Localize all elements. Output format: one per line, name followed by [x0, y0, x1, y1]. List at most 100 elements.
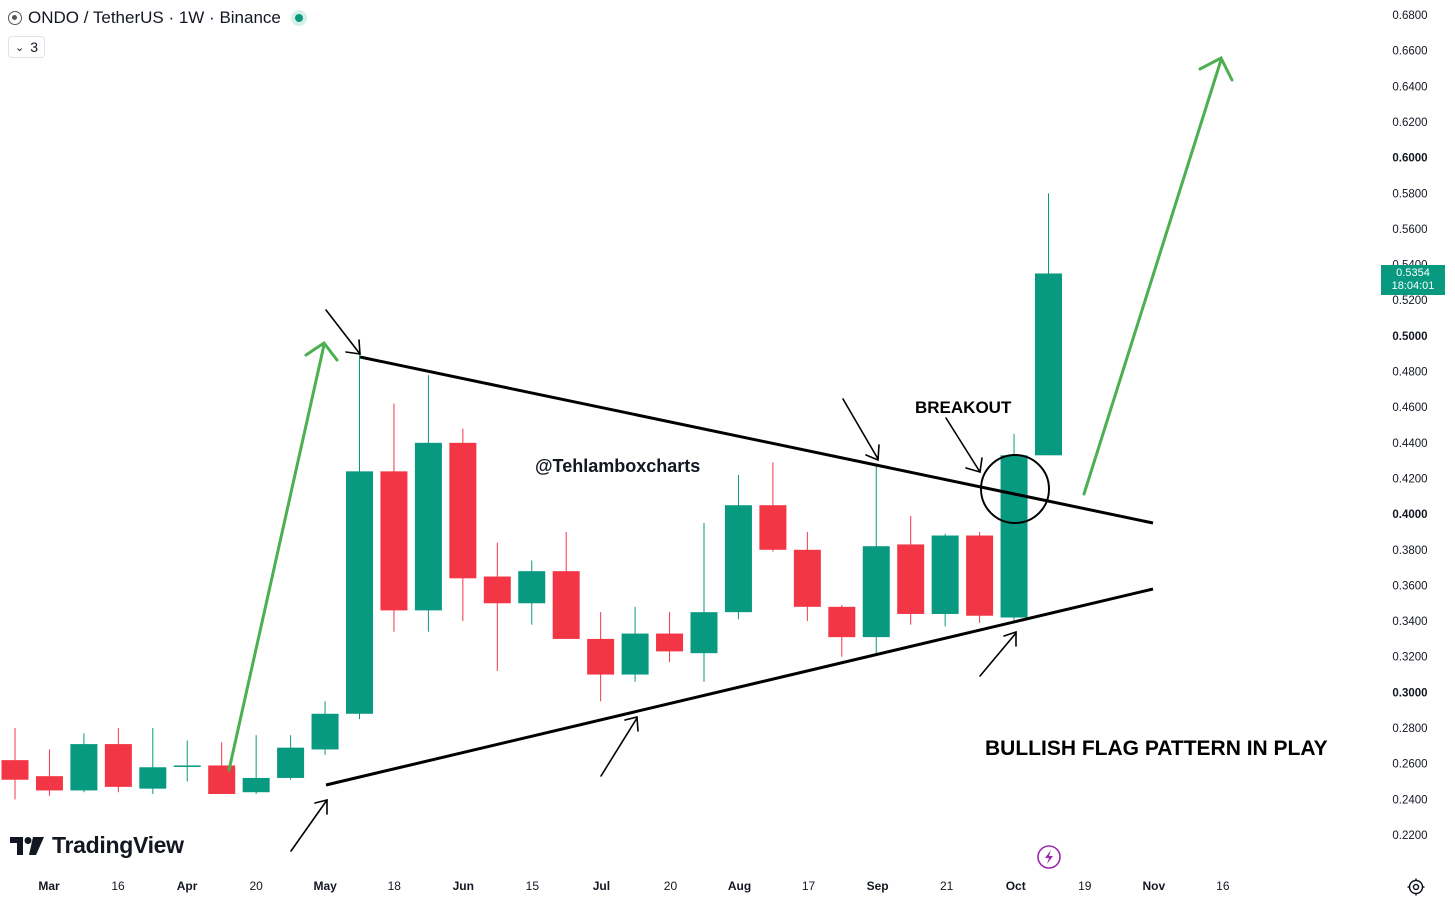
tradingview-logo[interactable]: TradingView [10, 832, 184, 859]
time-axis-label: 16 [1216, 879, 1230, 893]
time-axis-label: May [314, 879, 338, 893]
price-axis-label: 0.4200 [1392, 473, 1427, 485]
candle [862, 466, 890, 654]
price-axis-label: 0.3800 [1392, 545, 1427, 557]
time-axis-label: Jun [453, 879, 474, 893]
price-axis[interactable]: 0.6800 0.6600 0.6400 0.6200 0.6000 0.5800 0.56… [1392, 10, 1427, 842]
symbol-icon [8, 11, 22, 25]
watermark-text: @Tehlamboxcharts [535, 456, 700, 476]
time-axis-label: 21 [940, 879, 954, 893]
price-axis-label: 0.5800 [1392, 188, 1427, 200]
bar-countdown: 18:04:01 [1391, 280, 1435, 292]
candle [793, 531, 821, 622]
candle [621, 606, 649, 682]
price-axis-label: 0.3600 [1392, 580, 1427, 592]
chart-header[interactable]: ONDO / TetherUS · 1W · Binance [8, 8, 307, 28]
candle [724, 474, 752, 620]
price-axis-label: 0.4600 [1392, 402, 1427, 414]
time-axis-label: Aug [728, 879, 751, 893]
breakout-circle [980, 454, 1050, 524]
candle [483, 542, 511, 671]
candle [380, 403, 408, 632]
time-axis-label: 15 [526, 879, 540, 893]
candle [897, 515, 925, 625]
price-axis-label: 0.6800 [1392, 10, 1427, 22]
candle [104, 728, 132, 793]
candle [35, 749, 63, 796]
candles [1, 193, 1062, 800]
price-axis-label: 0.4400 [1392, 438, 1427, 450]
time-axis-label: 17 [802, 879, 816, 893]
candle [311, 701, 339, 755]
green-arrow-right [1082, 55, 1234, 496]
candle [759, 462, 787, 552]
candle [208, 742, 236, 794]
price-axis-label: 0.4800 [1392, 367, 1427, 379]
time-axis-label: Nov [1142, 879, 1165, 893]
price-axis-label: 0.2200 [1392, 830, 1427, 842]
candle [139, 728, 167, 794]
indicator-count: 3 [30, 39, 39, 55]
time-axis-label: 18 [388, 879, 402, 893]
chevron-down-icon: ⌄ [15, 41, 25, 54]
candle [587, 612, 615, 702]
candle [70, 733, 98, 793]
time-axis-label: 16 [111, 879, 125, 893]
price-axis-label: 0.6600 [1392, 46, 1427, 58]
settings-gear-icon[interactable] [1406, 877, 1426, 897]
time-axis-label: Apr [177, 879, 198, 893]
time-axis-label: Jul [593, 879, 610, 893]
tradingview-logo-icon [10, 836, 44, 855]
time-axis-label: 20 [664, 879, 678, 893]
time-axis-label: 20 [249, 879, 263, 893]
candle [656, 612, 684, 663]
price-axis-label: 0.6400 [1392, 81, 1427, 93]
price-axis-label: 0.3200 [1392, 652, 1427, 664]
candle [277, 735, 305, 780]
pattern-note: BULLISH FLAG PATTERN IN PLAY [985, 737, 1328, 760]
candle [1035, 193, 1062, 456]
candle [931, 533, 959, 627]
symbol-title[interactable]: ONDO / TetherUS · 1W · Binance [28, 8, 281, 27]
price-axis-label: 0.4000 [1392, 509, 1427, 521]
logo-text: TradingView [52, 832, 184, 858]
time-axis-label: 19 [1078, 879, 1092, 893]
price-axis-label: 0.5200 [1392, 295, 1427, 307]
green-arrow-left [227, 340, 339, 772]
candle [346, 344, 373, 720]
candle [1000, 433, 1028, 623]
price-axis-label: 0.6200 [1392, 117, 1427, 129]
arrow-bottom-right [979, 630, 1017, 677]
candle [518, 560, 546, 625]
candle [242, 735, 270, 794]
price-axis-label: 0.5600 [1392, 224, 1427, 236]
candle [449, 428, 477, 622]
lower-trendline [325, 587, 1154, 787]
time-axis-label: Sep [867, 879, 889, 893]
current-price: 0.5354 [1396, 267, 1430, 279]
price-axis-label: 0.3400 [1392, 616, 1427, 628]
candle [414, 375, 442, 632]
price-axis-label: 0.2600 [1392, 759, 1427, 771]
candle [1, 728, 29, 800]
price-axis-label: 0.5000 [1392, 331, 1427, 343]
candle [690, 523, 718, 682]
upper-trendline [359, 355, 1154, 525]
arrow-bottom-mid [600, 715, 639, 777]
time-axis-label: Mar [38, 879, 60, 893]
arrow-top-right [842, 398, 880, 462]
time-axis-label: Oct [1006, 879, 1026, 893]
indicators-toggle-button[interactable]: ⌄ 3 [8, 36, 46, 58]
candle [966, 531, 994, 623]
price-axis-label: 0.2800 [1392, 723, 1427, 735]
price-axis-label: 0.3000 [1392, 687, 1427, 699]
time-axis[interactable]: Mar 16 Apr 20 May 18 Jun 15 Jul 20 Aug 17 Sep 21 Oct 19… [38, 879, 1230, 893]
breakout-label: BREAKOUT [915, 398, 1012, 417]
candle [552, 531, 580, 639]
market-status-icon [290, 10, 307, 26]
price-axis-label: 0.6000 [1392, 153, 1427, 165]
lightning-icon[interactable] [1037, 845, 1061, 869]
current-price-tag: 0.5354 18:04:01 [1381, 265, 1445, 295]
arrow-bottom-left [290, 798, 328, 852]
